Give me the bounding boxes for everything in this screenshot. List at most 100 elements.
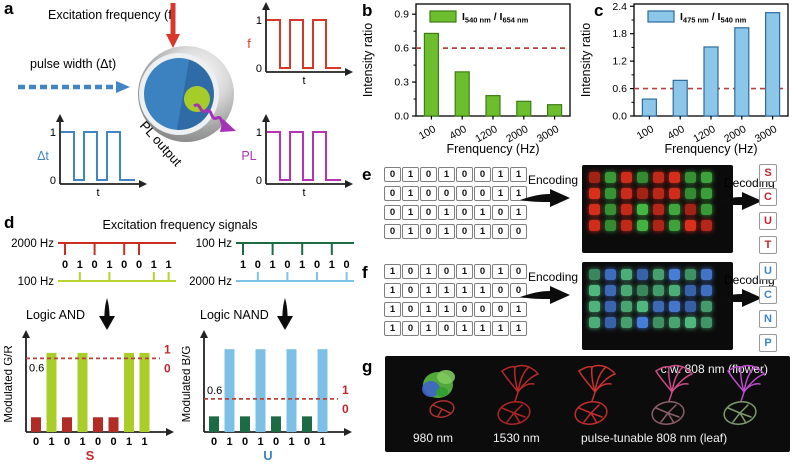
bit-cell: 1	[384, 321, 401, 336]
svg-text:0.6: 0.6	[612, 83, 627, 95]
svg-text:0: 0	[344, 259, 350, 271]
svg-text:0: 0	[33, 436, 39, 448]
bit-cell: 0	[456, 224, 473, 239]
pl-dot-1	[605, 188, 616, 199]
svg-text:0: 0	[304, 436, 310, 448]
bar-100hz	[423, 32, 440, 117]
bit-cell: 1	[456, 321, 473, 336]
logic-and-label: Logic AND	[26, 308, 86, 322]
svg-text:0: 0	[256, 63, 262, 75]
svg-text:0: 0	[64, 436, 70, 448]
decoded-letter-s: S	[759, 164, 777, 182]
svg-text:2.4: 2.4	[612, 1, 627, 13]
svg-text:Modulated B/G: Modulated B/G	[182, 346, 193, 423]
modulated-bg-chart: 0 1 0 1 0 1 0 1 0.6 1 0 Modulated B/G U	[181, 328, 358, 464]
pl-emission-arrow-icon	[193, 103, 236, 132]
bit-cell: 0	[474, 186, 491, 201]
pl-dot-1	[637, 204, 648, 215]
bit-cell: 0	[402, 264, 419, 279]
svg-text:0: 0	[121, 259, 127, 271]
logic-bar-1	[224, 349, 235, 432]
bit-cell: 1	[474, 283, 491, 298]
logic-bar-1	[286, 349, 297, 432]
flower-art	[651, 364, 693, 425]
pl-dot-1	[685, 172, 696, 183]
svg-text:1.8: 1.8	[612, 28, 627, 40]
bit-cell: 0	[438, 321, 455, 336]
svg-text:t: t	[302, 75, 305, 86]
logic-bar-0	[62, 417, 72, 432]
pl-dot-0	[621, 204, 632, 215]
decoding-arrow-icon	[712, 289, 762, 307]
svg-text:U: U	[263, 448, 272, 463]
svg-text:1: 1	[256, 15, 262, 27]
svg-text:0: 0	[255, 259, 261, 271]
decoded-letter-c: C	[759, 286, 777, 304]
pl-dot-1	[653, 285, 664, 296]
svg-text:1: 1	[257, 436, 263, 448]
logic-bar-0	[302, 416, 312, 432]
svg-text:t: t	[96, 187, 99, 198]
excitation-arrow-icon	[166, 3, 180, 48]
bit-cell: 0	[492, 302, 509, 317]
bit-cell: 1	[510, 167, 527, 182]
pl-dot-0	[669, 301, 680, 312]
pl-dot-1	[589, 285, 600, 296]
pl-dot-0	[669, 172, 680, 183]
bit-cell: 1	[438, 167, 455, 182]
bit-cell: 0	[456, 302, 473, 317]
flower-photo-1	[411, 362, 469, 433]
pl-dot-0	[605, 317, 616, 328]
logic-bar-0	[31, 417, 41, 432]
pl-dot-0	[637, 188, 648, 199]
bit-cell: 1	[420, 264, 437, 279]
panel-label-f: f	[362, 263, 368, 282]
svg-text:100 Hz: 100 Hz	[18, 276, 55, 288]
pl-dot-0	[637, 317, 648, 328]
pl-dot-0	[589, 204, 600, 215]
bar-400hz	[672, 79, 688, 117]
pl-dot-1	[637, 172, 648, 183]
down-arrow-icon	[99, 298, 115, 330]
decoded-letter-t: T	[759, 236, 777, 254]
logic-bar-0	[240, 416, 250, 432]
pl-dot-1	[685, 317, 696, 328]
bar-400hz	[454, 71, 470, 117]
bit-cell: 0	[510, 264, 527, 279]
logic-bar-1	[255, 349, 266, 432]
svg-text:S: S	[86, 448, 95, 463]
label-980nm: 980 nm	[413, 431, 454, 445]
pl-dot-0	[589, 188, 600, 199]
pl-dot-0	[701, 220, 712, 231]
flower-photo-2	[489, 362, 547, 433]
svg-text:1: 1	[151, 259, 157, 271]
pl-dot-1	[621, 269, 632, 280]
pl-dot-0	[653, 188, 664, 199]
bit-cell: 0	[438, 264, 455, 279]
pl-dot-1	[589, 301, 600, 312]
svg-text:1: 1	[79, 436, 85, 448]
svg-text:0: 0	[342, 402, 349, 416]
bit-cell: 1	[420, 321, 437, 336]
svg-text:0: 0	[284, 259, 290, 271]
svg-text:1: 1	[141, 436, 147, 448]
bit-cell: 1	[492, 264, 509, 279]
decoded-letter-u: U	[759, 262, 777, 280]
pl-dot-0	[669, 188, 680, 199]
comb-and-signals: 2000 Hz 0 1 0 1 0 0 1 1 100 Hz	[4, 232, 184, 303]
bit-cell: 0	[384, 224, 401, 239]
svg-text:Frenquency (Hz): Frenquency (Hz)	[446, 142, 539, 156]
flower-photo-4	[643, 362, 701, 433]
pl-dot-0	[685, 220, 696, 231]
logic-bar-1	[317, 349, 328, 432]
svg-text:0: 0	[136, 259, 142, 271]
bit-cell: 0	[492, 283, 509, 298]
encoding-arrow-icon	[520, 286, 570, 304]
svg-text:100: 100	[417, 123, 438, 142]
bar-2000hz	[516, 100, 532, 117]
decoded-letter-n: N	[759, 310, 777, 328]
bit-cell: 1	[438, 224, 455, 239]
